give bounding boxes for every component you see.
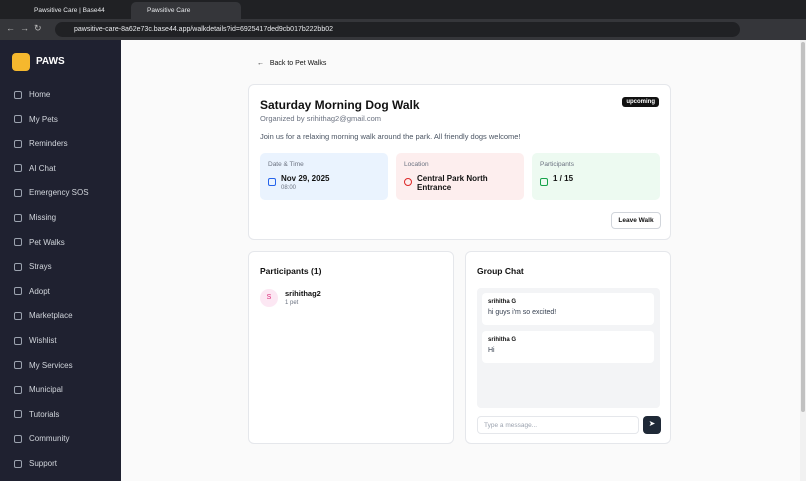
nav-item[interactable]: Community [14, 434, 69, 443]
nav-icon [14, 188, 22, 197]
info-value: Nov 29, 2025 [281, 174, 330, 183]
nav-icon [14, 262, 22, 271]
nav-label: Pet Walks [29, 237, 65, 247]
nav-icon [14, 311, 22, 320]
nav-item[interactable]: Wishlist [14, 336, 57, 345]
nav-label: AI Chat [29, 163, 56, 173]
nav-icon [14, 336, 22, 345]
tabs: Pawsitive Care | Base44 Pawsitive Care [18, 2, 258, 19]
nav-item[interactable]: Adopt [14, 287, 50, 296]
message-text: hi guys i'm so excited! [488, 309, 557, 316]
nav-item[interactable]: Marketplace [14, 311, 73, 320]
tab-bar: Pawsitive Care | Base44 Pawsitive Care [0, 0, 806, 19]
nav-icon [14, 385, 22, 394]
nav-label: Wishlist [29, 336, 57, 345]
message-input[interactable]: Type a message... [477, 416, 639, 434]
nav-icon [14, 213, 22, 222]
nav-label: Reminders [29, 139, 68, 149]
nav-item[interactable]: Reminders [14, 139, 68, 148]
nav-label: Municipal [29, 385, 63, 395]
sidebar: PAWS Home My Pets Reminders AI Chat Emergenc… [0, 40, 121, 481]
nav-icon [14, 287, 22, 296]
scroll-thumb[interactable] [801, 42, 805, 412]
brand: PAWS [36, 56, 65, 67]
info-box: Location Central Park North Entrance [396, 153, 524, 200]
info-label: Participants [540, 161, 574, 168]
nav-icon [14, 238, 22, 247]
info-value: Central Park North Entrance [417, 174, 488, 192]
organizer: Organized by srihithag2@gmail.com [260, 114, 381, 123]
nav-icon [14, 139, 22, 148]
back-link[interactable]: ← Back to Pet Walks [257, 60, 326, 67]
nav-icon [14, 410, 22, 419]
nav-label: Tutorials [29, 409, 60, 419]
back-text: Back to Pet Walks [269, 60, 327, 67]
message-text: Hi [488, 347, 495, 354]
chat-title: Group Chat [477, 266, 524, 276]
avatar: S [260, 289, 278, 307]
info-sub: 08:00 [281, 185, 297, 191]
nav-label: Support [29, 459, 58, 468]
nav-icon [14, 164, 22, 173]
nav-item[interactable]: Missing [14, 213, 56, 222]
message-author: srihitha G [488, 299, 517, 305]
scrollbar [800, 40, 806, 481]
nav-label: Home [29, 90, 51, 99]
message: srihitha G hi guys i'm so excited! [482, 293, 654, 325]
nav-label: Adopt [29, 286, 50, 296]
info-icon [268, 178, 276, 186]
status-badge: upcoming [622, 97, 659, 107]
info-box: Date & Time Nov 29, 2025 08:00 [260, 153, 388, 200]
nav-item[interactable]: AI Chat [14, 164, 56, 173]
nav-icon [14, 361, 22, 370]
nav-item[interactable]: Emergency SOS [14, 188, 89, 197]
walk-card: Saturday Morning Dog Walk Organized by s… [248, 84, 671, 240]
walk-title: Saturday Morning Dog Walk [260, 98, 420, 112]
info-icon [404, 178, 412, 186]
tab[interactable]: Pawsitive Care [131, 2, 241, 19]
info-box: Participants 1 / 15 [532, 153, 660, 200]
nav-item[interactable]: Municipal [14, 385, 63, 394]
message-author: srihitha G [488, 337, 517, 343]
info-value: 1 / 15 [553, 174, 574, 183]
description: Join us for a relaxing morning walk arou… [260, 132, 521, 141]
send-button[interactable]: ➤ [643, 416, 661, 434]
nav-icon [14, 434, 22, 443]
chat-card: Group Chat srihitha G hi guys i'm so exci… [465, 251, 671, 444]
nav-item[interactable]: Tutorials [14, 410, 59, 419]
nav-label: My Services [29, 360, 73, 370]
nav-label: Community [29, 434, 70, 444]
info-label: Date & Time [268, 161, 304, 168]
logo [12, 53, 30, 71]
nav-item[interactable]: Home [14, 90, 50, 99]
nav-label: My Pets [29, 114, 58, 124]
participants-title: Participants (1) [260, 266, 322, 276]
url-bar[interactable]: pawsitive-care-8a62e73c.base44.app/walkd… [55, 22, 740, 37]
nav-item[interactable]: My Pets [14, 115, 58, 124]
info-label: Location [404, 161, 429, 168]
nav-item[interactable]: Support [14, 459, 57, 468]
nav-buttons[interactable]: ← → ↻ [6, 23, 42, 33]
leave-button[interactable]: Leave Walk [611, 212, 661, 229]
message: srihitha G Hi [482, 331, 654, 363]
nav-item[interactable]: My Services [14, 361, 73, 370]
nav-icon [14, 90, 22, 99]
nav-label: Strays [29, 262, 52, 272]
info-icon [540, 178, 548, 186]
participant-name: srihithag2 [285, 289, 321, 298]
nav-icon [14, 459, 22, 468]
nav-item[interactable]: Strays [14, 262, 52, 271]
back-arrow: ← [257, 60, 264, 67]
nav-icon [14, 115, 22, 124]
nav-label: Marketplace [29, 311, 73, 321]
nav-label: Missing [29, 213, 57, 222]
nav-label: Emergency SOS [29, 188, 89, 198]
tab[interactable]: Pawsitive Care | Base44 [34, 7, 105, 14]
nav-item[interactable]: Pet Walks [14, 238, 65, 247]
participant-sub: 1 pet [285, 300, 299, 306]
toolbar: ← → ↻ pawsitive-care-8a62e73c.base44.app… [0, 19, 806, 40]
